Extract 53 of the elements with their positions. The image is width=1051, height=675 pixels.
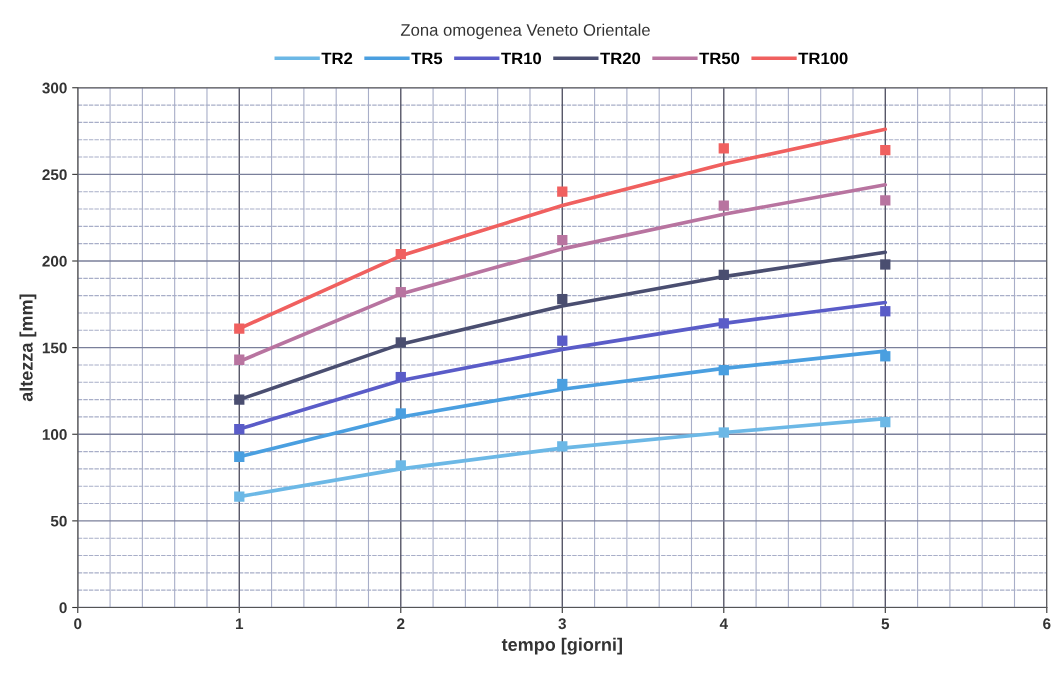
point — [234, 423, 245, 435]
point — [395, 248, 406, 260]
point — [234, 394, 245, 405]
point — [880, 195, 891, 206]
legend-label: TR10 — [501, 52, 542, 65]
x-tick-label: 5 — [881, 618, 890, 630]
legend-label: TR20 — [600, 52, 641, 65]
y-axis-title: altezza [mm] — [19, 294, 37, 402]
point — [234, 354, 245, 365]
y-tick-label: 250 — [42, 169, 67, 181]
point — [718, 143, 729, 154]
point — [395, 408, 406, 419]
y-tick-label: 50 — [50, 515, 67, 527]
x-tick-label: 0 — [74, 618, 82, 630]
point — [557, 186, 568, 197]
point — [395, 287, 406, 298]
point — [557, 235, 568, 246]
point — [557, 378, 568, 390]
point — [557, 335, 568, 346]
legend-label: TR2 — [321, 52, 353, 65]
legend-label: TR100 — [798, 52, 848, 65]
point — [395, 337, 406, 348]
point — [880, 306, 891, 317]
point — [880, 351, 891, 362]
point — [880, 259, 891, 270]
x-tick-label: 6 — [1043, 618, 1051, 630]
point — [234, 491, 245, 502]
point — [557, 293, 568, 305]
point — [718, 427, 729, 438]
x-tick-label: 3 — [558, 618, 566, 630]
legend-label: TR50 — [699, 52, 740, 65]
x-tick-label: 4 — [719, 618, 728, 629]
x-axis-title: tempo [giorni] — [501, 637, 622, 655]
y-tick-label: 150 — [42, 342, 67, 354]
y-tick-label: 100 — [42, 429, 67, 440]
point — [395, 371, 406, 383]
point — [557, 441, 568, 452]
point — [234, 323, 245, 334]
y-tick-label: 300 — [42, 82, 67, 94]
y-tick-label: 200 — [42, 255, 67, 267]
legend-label: TR5 — [411, 52, 443, 65]
chart-title: Zona omogenea Veneto Orientale — [400, 23, 650, 40]
point — [880, 416, 891, 428]
point — [718, 200, 729, 211]
point — [718, 365, 729, 376]
point — [880, 144, 891, 156]
point — [234, 451, 245, 462]
x-tick-label: 2 — [397, 618, 405, 629]
point — [718, 269, 729, 281]
point — [395, 460, 406, 471]
point — [718, 318, 729, 329]
x-tick-label: 1 — [235, 618, 244, 629]
y-tick-label: 0 — [59, 602, 67, 614]
